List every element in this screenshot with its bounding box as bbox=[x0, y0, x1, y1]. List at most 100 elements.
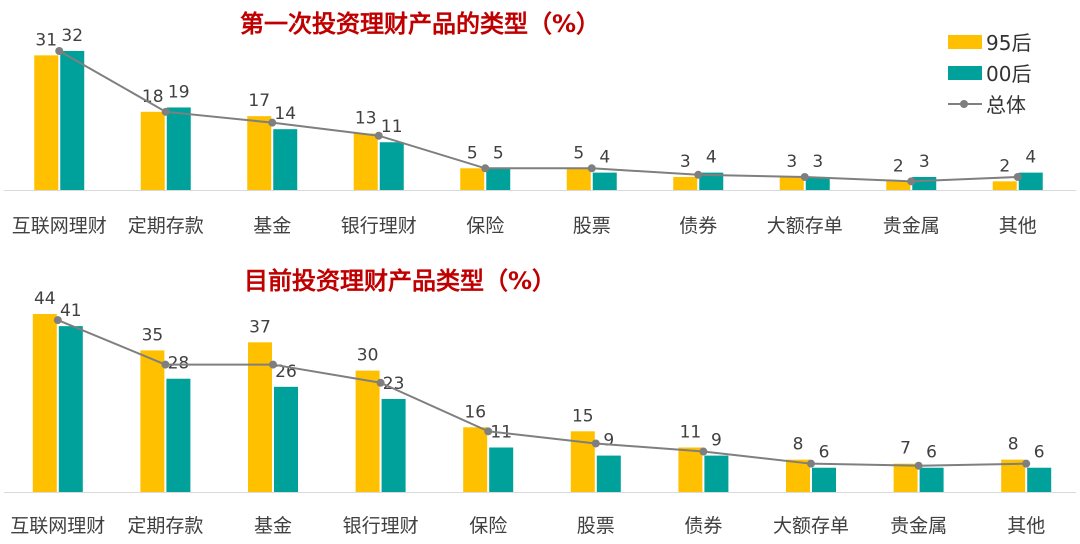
chart-1-category-4: 保险 bbox=[466, 215, 504, 237]
chart-2-label-00-7: 6 bbox=[819, 443, 830, 463]
chart-2-bar-00-2 bbox=[274, 386, 298, 492]
chart-2-overall-point-3 bbox=[376, 378, 385, 387]
chart-1-bar-95-6 bbox=[673, 176, 698, 190]
chart-1-overall-point-2 bbox=[268, 118, 277, 127]
chart-2-label-95-3: 30 bbox=[357, 346, 379, 366]
chart-1-label-95-2: 17 bbox=[248, 91, 270, 111]
chart-2-overall-point-1 bbox=[161, 360, 170, 369]
legend: 95后 00后 总体 bbox=[948, 26, 1031, 119]
chart-2-overall-point-2 bbox=[269, 360, 277, 369]
chart-2-overall-point-0 bbox=[53, 316, 62, 325]
chart-2-label-95-2: 37 bbox=[249, 317, 271, 337]
legend-item-overall: 总体 bbox=[948, 88, 1031, 119]
chart-2-overall-point-8 bbox=[914, 461, 923, 470]
legend-swatch-00 bbox=[948, 65, 982, 80]
chart-1-overall-line bbox=[58, 50, 1018, 183]
chart-2-label-95-0: 44 bbox=[34, 289, 56, 309]
chart-2-category-0: 互联网理财 bbox=[10, 515, 105, 537]
chart-1-label-95-9: 2 bbox=[999, 156, 1010, 176]
legend-label-overall: 总体 bbox=[986, 93, 1026, 117]
chart-1-label-00-1: 19 bbox=[168, 82, 190, 102]
chart-2-bar-95-9 bbox=[1001, 459, 1026, 492]
chart-1-label-00-8: 3 bbox=[919, 152, 930, 172]
chart-2-overall-point-4 bbox=[484, 427, 493, 436]
chart-1-bar-00-3 bbox=[379, 142, 404, 190]
chart-1-bar-00-9 bbox=[1018, 172, 1043, 190]
chart-2-bar-95-0 bbox=[32, 314, 57, 492]
chart-2-category-1: 定期存款 bbox=[127, 515, 203, 537]
chart-2-bar-00-6 bbox=[704, 455, 729, 492]
chart-2-bar-95-8 bbox=[893, 463, 918, 492]
chart-2-bar-95-7 bbox=[786, 459, 810, 492]
chart-2-bar-95-3 bbox=[355, 370, 380, 492]
chart-1-bar-00-2 bbox=[273, 129, 298, 190]
chart-2-label-95-7: 8 bbox=[793, 435, 804, 455]
chart-2-category-5: 股票 bbox=[577, 515, 615, 537]
chart-1-category-0: 互联网理财 bbox=[12, 215, 107, 237]
legend-item-95: 95后 bbox=[948, 26, 1031, 57]
chart-2-label-00-8: 6 bbox=[926, 443, 937, 463]
chart-2-label-95-8: 7 bbox=[900, 439, 911, 459]
chart-1-overall-point-9 bbox=[1013, 172, 1022, 181]
chart-1-category-7: 大额存单 bbox=[767, 215, 843, 237]
chart-2-category-3: 银行理财 bbox=[343, 515, 419, 537]
chart-1-label-00-7: 3 bbox=[812, 152, 823, 172]
chart-1-bar-00-6 bbox=[699, 172, 724, 190]
chart-1-category-6: 债券 bbox=[679, 215, 717, 237]
legend-label-00: 00后 bbox=[986, 62, 1032, 86]
chart-2-label-00-9: 6 bbox=[1034, 443, 1045, 463]
chart-1-label-00-9: 4 bbox=[1025, 148, 1036, 168]
chart-1-bar-95-1 bbox=[140, 111, 165, 190]
chart-1-overall-point-5 bbox=[587, 164, 596, 173]
chart-2-overall-point-7 bbox=[807, 459, 815, 468]
chart-1-overall-point-0 bbox=[55, 47, 64, 55]
chart-1-bar-95-7 bbox=[779, 176, 804, 190]
chart-2-category-4: 保险 bbox=[469, 515, 507, 537]
chart-1-bar-00-5 bbox=[592, 172, 617, 190]
chart-1-overall-point-7 bbox=[800, 172, 809, 181]
chart-2-category-6: 债券 bbox=[684, 515, 722, 537]
chart-2-label-00-5: 9 bbox=[603, 431, 614, 451]
chart-1-label-95-0: 31 bbox=[35, 30, 57, 50]
chart-1-bar-95-9 bbox=[992, 181, 1017, 190]
chart-title-first: 第一次投资理财产品的类型（%） bbox=[239, 10, 601, 38]
chart-2-overall-point-5 bbox=[591, 439, 600, 448]
chart-2-bar-00-4 bbox=[489, 447, 514, 492]
chart-1-overall-point-3 bbox=[374, 131, 383, 140]
chart-2-label-95-1: 35 bbox=[142, 325, 164, 345]
chart-2-label-95-6: 11 bbox=[680, 423, 702, 443]
chart-2-overall-point-9 bbox=[1022, 459, 1031, 468]
chart-2-overall-point-6 bbox=[699, 447, 708, 456]
chart-1-bar-00-1 bbox=[166, 107, 191, 190]
chart-2-bar-00-7 bbox=[812, 467, 836, 492]
chart-1-bar-00-0 bbox=[60, 51, 85, 190]
chart-1-bar-95-3 bbox=[353, 133, 378, 190]
chart-1-label-95-4: 5 bbox=[467, 143, 478, 163]
chart-1-bar-00-4 bbox=[486, 168, 511, 190]
chart-2-overall-line bbox=[57, 319, 1027, 467]
chart-2-label-95-5: 15 bbox=[572, 406, 594, 426]
chart-2-label-95-9: 8 bbox=[1008, 435, 1019, 455]
chart-2-category-2: 基金 bbox=[254, 515, 292, 537]
chart-2-bar-95-4 bbox=[463, 427, 488, 492]
chart-1-label-00-3: 11 bbox=[381, 117, 403, 137]
chart-2-category-7: 大额存单 bbox=[773, 515, 849, 537]
chart-2-bar-00-3 bbox=[381, 398, 406, 492]
chart-1-label-00-6: 4 bbox=[706, 148, 717, 168]
chart-1-bar-00-8 bbox=[912, 176, 937, 190]
chart-1-label-95-6: 3 bbox=[680, 152, 691, 172]
chart-1-label-95-5: 5 bbox=[573, 143, 584, 163]
chart-1-bar-95-2 bbox=[247, 116, 272, 190]
chart-1-overall-point-1 bbox=[161, 107, 170, 116]
chart-1-bar-00-7 bbox=[805, 176, 830, 190]
chart-1-label-95-8: 2 bbox=[893, 156, 904, 176]
legend-item-00: 00后 bbox=[948, 57, 1031, 88]
chart-title-current: 目前投资理财产品类型（%） bbox=[243, 267, 557, 295]
chart-2-bar-00-0 bbox=[58, 326, 83, 492]
chart-2-label-00-3: 23 bbox=[383, 374, 405, 394]
chart-1-category-5: 股票 bbox=[573, 215, 611, 237]
chart-2-bar-95-1 bbox=[140, 350, 165, 492]
chart-2-label-00-0: 41 bbox=[60, 301, 82, 321]
chart-2-label-95-4: 16 bbox=[464, 402, 486, 422]
